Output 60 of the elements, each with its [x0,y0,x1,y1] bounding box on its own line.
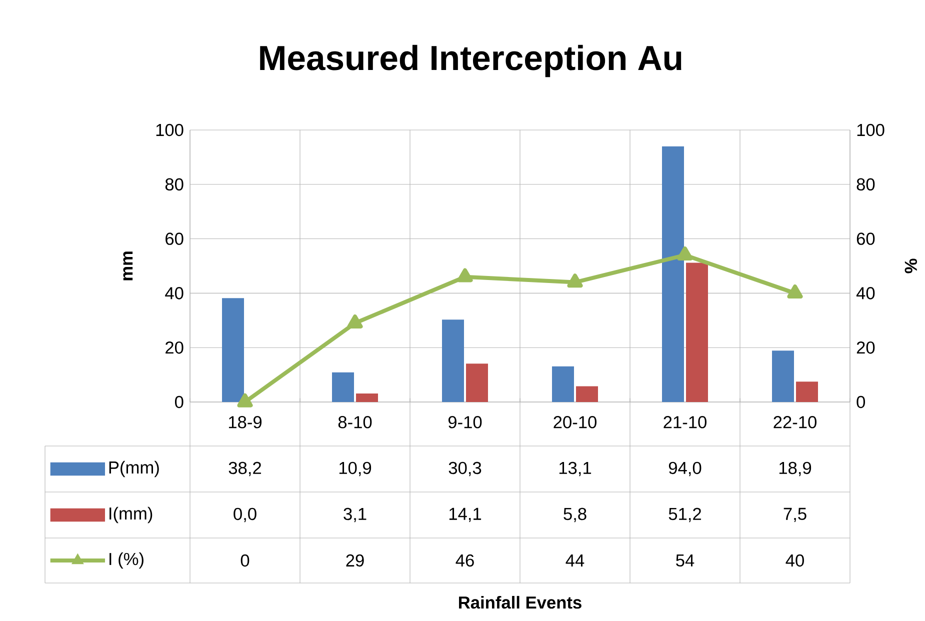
data-label: 51,2 [668,508,701,522]
data-label: 94,0 [668,462,702,476]
bar [552,366,574,402]
data-label: 0 [240,554,250,567]
point [347,314,363,328]
bar [796,382,818,402]
data-label: 29 [346,554,364,567]
data-label: 10,9 [339,462,372,476]
point [677,246,693,260]
legend-label: P(mm) [109,460,159,478]
bar [222,298,244,402]
x-tick-label: 18-9 [228,416,262,428]
legend-label: I (%) [110,552,144,569]
y-tick-label: 100 [156,124,184,136]
bar [442,320,464,402]
bar [772,350,794,402]
y-tick-label: 60 [166,232,184,245]
point [457,268,473,282]
data-label: 14,1 [449,508,482,522]
y2-axis-title: % [904,258,917,274]
point [787,284,803,299]
data-label: 46 [456,554,474,567]
bar [466,364,488,402]
y2-tick-label: 40 [856,287,875,300]
x-tick-label: 9-10 [448,416,482,428]
data-label: 7,5 [784,508,806,522]
point [237,393,253,408]
y2-tick-label: 80 [856,178,875,191]
x-tick-label: 8-10 [338,416,372,428]
chart-title: Measured Interception Au [260,44,682,78]
text: Rainfall Events [459,596,582,609]
bar [662,146,684,402]
y-tick-label: 20 [166,341,184,354]
data-label: 5,8 [564,508,586,522]
data-label: 40 [786,554,804,567]
data-label: 54 [676,554,694,567]
data-label: 30,3 [448,462,482,476]
x-tick-label: 22-10 [774,416,816,428]
y-tick-label: 80 [165,178,184,191]
legend-label: I(mm) [110,506,152,524]
data-label: 13,1 [559,462,592,476]
data-label: 18,9 [779,462,812,476]
x-tick-label: 20-10 [554,416,596,428]
y-tick-label: 0 [174,396,184,408]
bar [332,372,354,402]
data-label: 38,2 [228,462,261,476]
y2-tick-label: 0 [856,396,866,408]
y2-tick-label: 20 [856,341,875,354]
y-axis-title: mm [123,252,133,280]
bar [356,394,378,402]
data-label: 44 [566,554,584,566]
bar [686,262,708,402]
point [567,274,583,288]
y-tick-label: 40 [165,287,184,300]
x-tick-label: 21-10 [664,416,706,428]
data-label: 0,0 [234,508,256,522]
y2-tick-label: 100 [857,124,884,136]
data-label: 3,1 [344,508,366,522]
bar [576,386,598,402]
y2-tick-label: 60 [856,232,875,245]
